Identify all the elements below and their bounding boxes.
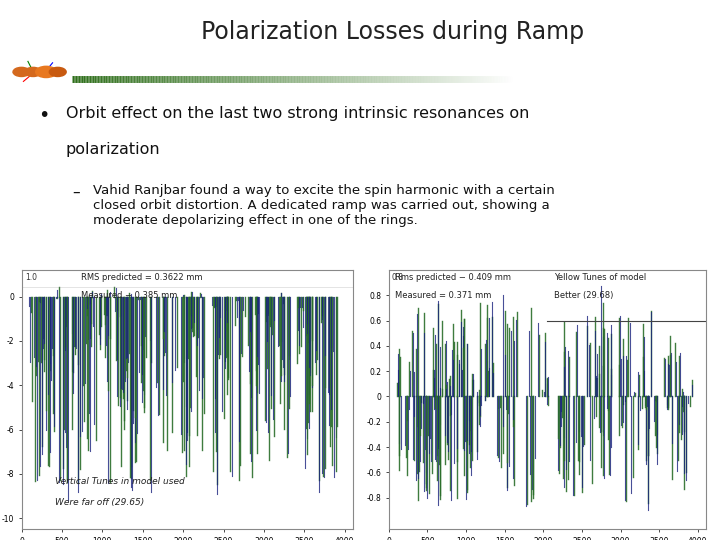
Text: Measured = 0.371 mm: Measured = 0.371 mm xyxy=(395,291,492,300)
Text: 1.0: 1.0 xyxy=(25,273,37,281)
Text: polarization: polarization xyxy=(66,141,161,157)
Text: Better (29.68): Better (29.68) xyxy=(554,291,613,300)
Text: 0.8: 0.8 xyxy=(392,273,404,281)
Circle shape xyxy=(36,66,56,78)
Text: Polarization Losses during Ramp: Polarization Losses during Ramp xyxy=(201,20,584,44)
Circle shape xyxy=(49,68,66,77)
Circle shape xyxy=(24,68,42,77)
Circle shape xyxy=(13,68,30,77)
Text: Vahid Ranjbar found a way to excite the spin harmonic with a certain
closed orbi: Vahid Ranjbar found a way to excite the … xyxy=(93,185,554,227)
Text: Yellow Tunes of model: Yellow Tunes of model xyxy=(554,273,646,281)
Text: Measured − 0.385 mm: Measured − 0.385 mm xyxy=(81,291,178,300)
Text: Were far off (29.65): Were far off (29.65) xyxy=(55,498,144,507)
Text: –: – xyxy=(72,185,80,199)
Text: Orbit effect on the last two strong intrinsic resonances on: Orbit effect on the last two strong intr… xyxy=(66,106,529,121)
Text: •: • xyxy=(39,106,50,125)
Text: RMS predicted = 0.3622 mm: RMS predicted = 0.3622 mm xyxy=(81,273,203,281)
Text: Vertical Tunes in model used: Vertical Tunes in model used xyxy=(55,477,184,487)
Text: Rms predicted − 0.409 mm: Rms predicted − 0.409 mm xyxy=(395,273,511,281)
